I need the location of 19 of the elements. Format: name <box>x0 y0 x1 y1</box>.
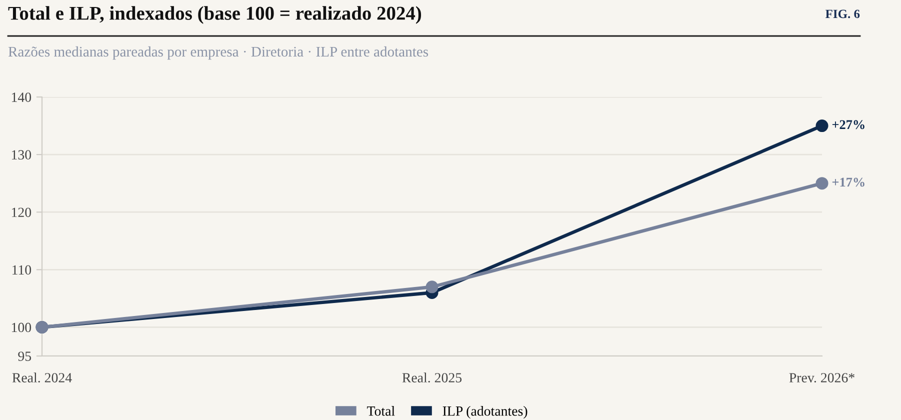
annotation: +17% <box>832 178 864 187</box>
legend-label: ILP (adotantes) <box>442 406 528 419</box>
chart-title: Total e ILP, indexados (base 100 = realizado 2024) <box>8 6 422 24</box>
y-tick-label: 130 <box>12 150 32 160</box>
x-tick-label: Real. 2024 <box>12 372 72 382</box>
point <box>816 177 828 190</box>
y-tick-label: 140 <box>12 92 32 102</box>
x-tick-label: Prev. 2026* <box>789 373 854 382</box>
y-tick-label: 110 <box>12 265 32 275</box>
chart-subtitle: Razões medianas pareadas por empresa · Diretoria · ILP entre adotantes <box>8 46 428 60</box>
caption: FIG. 6 <box>825 10 860 18</box>
legend-label: Total <box>367 406 395 416</box>
point <box>426 280 438 294</box>
x-tick-label: Real. 2025 <box>402 372 462 382</box>
annotation: +27% <box>832 120 864 130</box>
y-tick-label: 120 <box>12 208 32 218</box>
y-tick-label: 95 <box>18 352 32 361</box>
y-tick-label: 100 <box>12 322 32 332</box>
point <box>816 120 828 132</box>
